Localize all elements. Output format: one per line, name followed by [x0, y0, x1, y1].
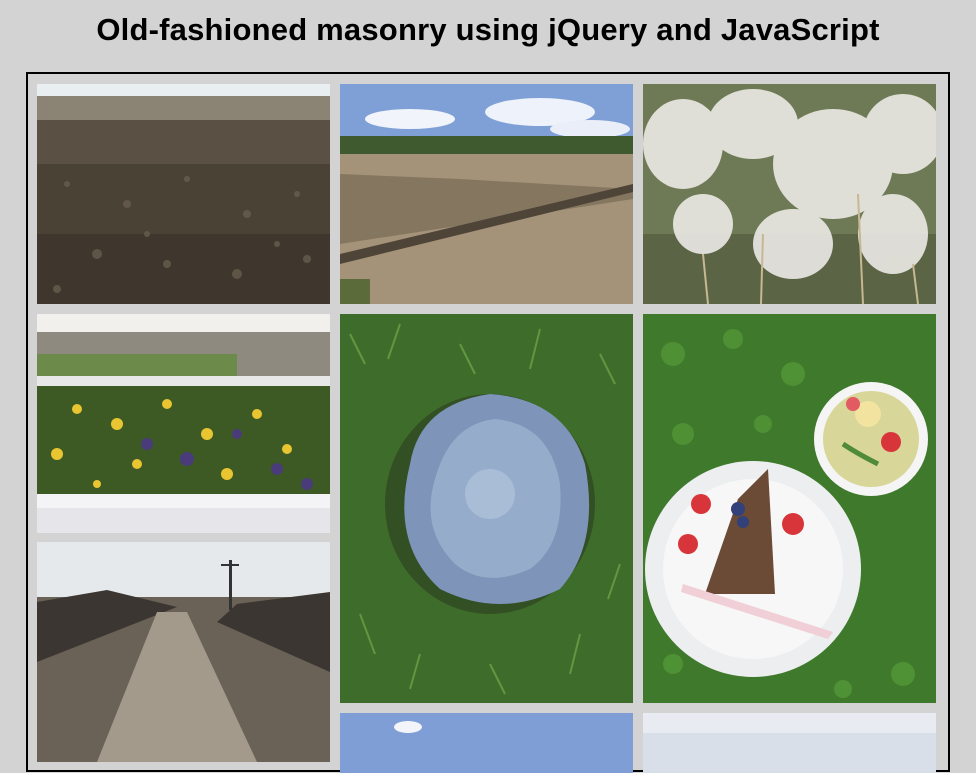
gallery-image-dirt-road-with-power-pole[interactable] [37, 542, 330, 762]
gallery-image-field-with-shadow[interactable] [340, 84, 633, 304]
gallery-image-pale-sky-landscape[interactable] [643, 713, 936, 773]
gallery-image-cake-and-lemonade-on-grass[interactable] [643, 314, 936, 703]
page-title: Old-fashioned masonry using jQuery and J… [96, 12, 880, 47]
gallery-image-plowed-field[interactable] [37, 84, 330, 304]
masonry-container [26, 72, 950, 773]
gallery-image-frosted-grass-patch[interactable] [340, 314, 633, 703]
gallery-image-pampas-grass[interactable] [643, 84, 936, 304]
gallery-image-pansy-greenhouse[interactable] [37, 314, 330, 533]
gallery-image-sky-landscape[interactable] [340, 713, 633, 773]
